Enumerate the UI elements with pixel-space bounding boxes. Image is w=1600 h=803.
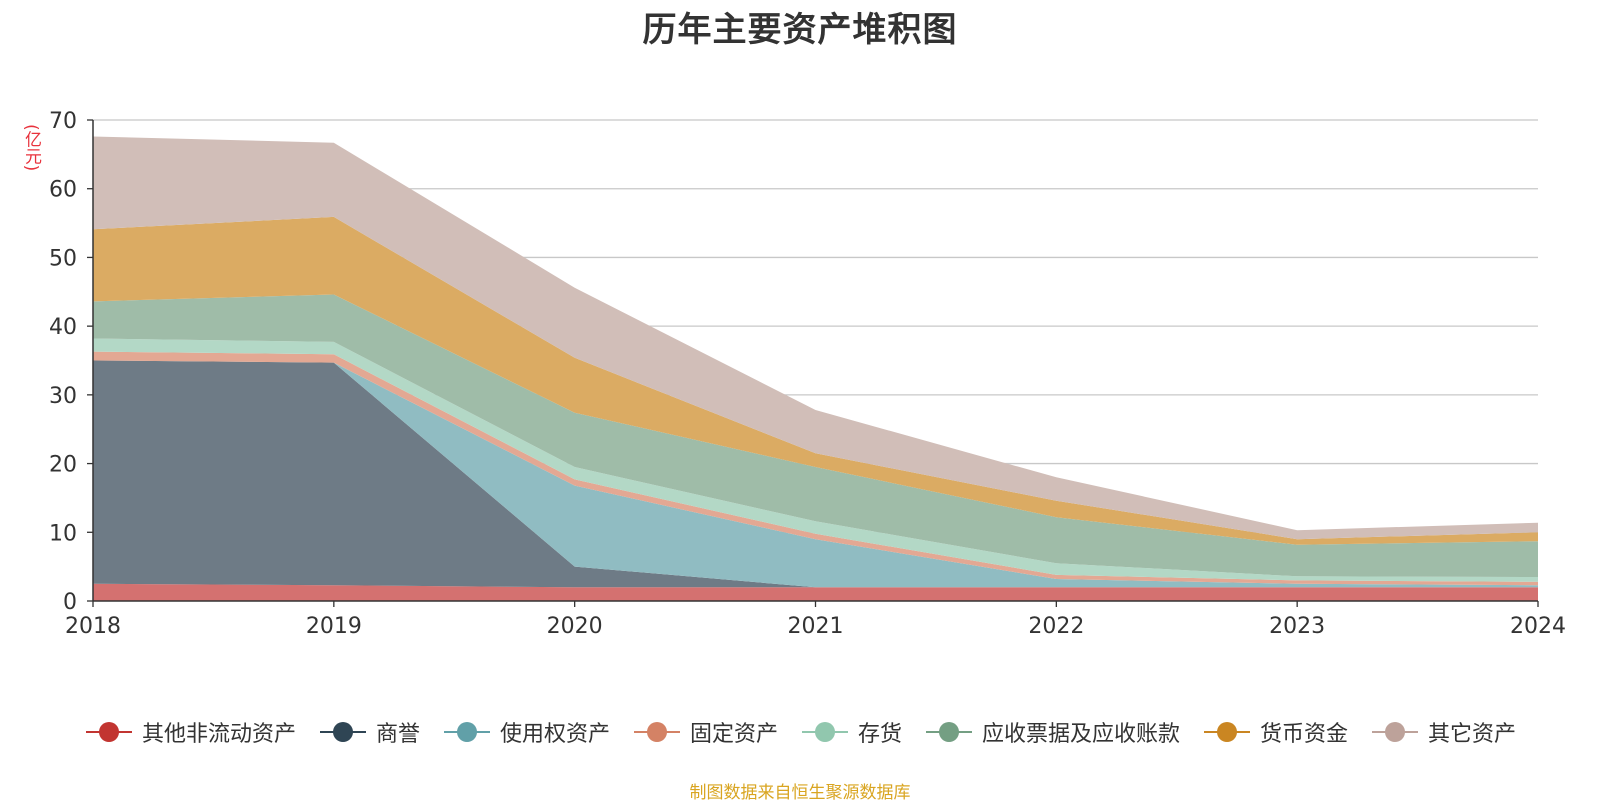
x-tick-label: 2020 bbox=[547, 614, 603, 639]
area-series-5[interactable] bbox=[93, 338, 1538, 582]
legend: 其他非流动资产 商誉 使用权资产 固定资产 存货 应收票据及应收账款 货币资金 其它资产 bbox=[0, 712, 1600, 752]
legend-item-4[interactable]: 固定资产 bbox=[632, 716, 778, 748]
area-series-4[interactable] bbox=[93, 351, 1538, 586]
legend-label: 货币资金 bbox=[1260, 722, 1349, 747]
x-tick-label: 2021 bbox=[788, 614, 844, 639]
legend-label: 应收票据及应收账款 bbox=[982, 722, 1181, 747]
y-tick-label: 20 bbox=[49, 453, 77, 478]
y-axis-unit-label: (亿元) bbox=[21, 124, 41, 172]
legend-item-8[interactable]: 其它资产 bbox=[1370, 716, 1516, 748]
area-series-1[interactable] bbox=[93, 583, 1538, 601]
area-series-layer bbox=[93, 136, 1538, 601]
x-tick-label: 2024 bbox=[1510, 614, 1566, 639]
chart-title: 历年主要资产堆积图 bbox=[642, 10, 958, 50]
y-tick-label: 0 bbox=[63, 590, 77, 615]
y-tick-label: 30 bbox=[49, 384, 77, 409]
legend-label: 其它资产 bbox=[1428, 722, 1517, 747]
y-tick-label: 50 bbox=[49, 246, 77, 271]
legend-label: 存货 bbox=[858, 722, 903, 747]
legend-marker-icon bbox=[319, 722, 366, 742]
legend-marker-icon bbox=[802, 722, 848, 742]
legend-marker-icon bbox=[633, 722, 680, 742]
source-note: 制图数据来自恒生聚源数据库 bbox=[689, 783, 911, 803]
legend-label: 商誉 bbox=[375, 722, 420, 747]
legend-marker-icon bbox=[926, 722, 973, 742]
area-series-8[interactable] bbox=[93, 136, 1538, 540]
y-tick-label: 40 bbox=[49, 315, 77, 340]
legend-item-1[interactable]: 其他非流动资产 bbox=[84, 716, 296, 748]
legend-marker-icon bbox=[443, 722, 490, 742]
y-tick-label: 70 bbox=[49, 109, 77, 134]
legend-item-5[interactable]: 存货 bbox=[800, 716, 902, 748]
y-tick-label: 60 bbox=[49, 178, 77, 203]
area-series-3[interactable] bbox=[93, 360, 1538, 588]
area-series-6[interactable] bbox=[93, 294, 1538, 578]
x-tick-label: 2019 bbox=[306, 614, 362, 639]
legend-marker-icon bbox=[1204, 722, 1251, 742]
stacked-area-chart: 0 10 20 30 40 50 60 70 2018 2019 2020 2021 2022 2023 2… bbox=[49, 109, 1566, 639]
legend-item-2[interactable]: 商誉 bbox=[318, 716, 420, 748]
legend-label: 使用权资产 bbox=[499, 722, 610, 747]
legend-item-3[interactable]: 使用权资产 bbox=[442, 716, 610, 748]
legend-marker-icon bbox=[1372, 722, 1419, 742]
legend-label: 固定资产 bbox=[689, 722, 778, 747]
x-tick-label: 2023 bbox=[1269, 614, 1325, 639]
x-tick-label: 2022 bbox=[1028, 614, 1084, 639]
x-tick-label: 2018 bbox=[65, 614, 121, 639]
area-series-7[interactable] bbox=[93, 216, 1538, 545]
area-series-2[interactable] bbox=[93, 360, 1538, 588]
legend-item-6[interactable]: 应收票据及应收账款 bbox=[924, 716, 1180, 748]
y-tick-label: 10 bbox=[49, 521, 77, 546]
axes: 0 10 20 30 40 50 60 70 2018 2019 2020 2021 2022 2023 2… bbox=[49, 109, 1566, 639]
legend-item-7[interactable]: 货币资金 bbox=[1202, 716, 1348, 748]
legend-label: 其他非流动资产 bbox=[141, 722, 296, 747]
legend-marker-icon bbox=[85, 722, 132, 742]
